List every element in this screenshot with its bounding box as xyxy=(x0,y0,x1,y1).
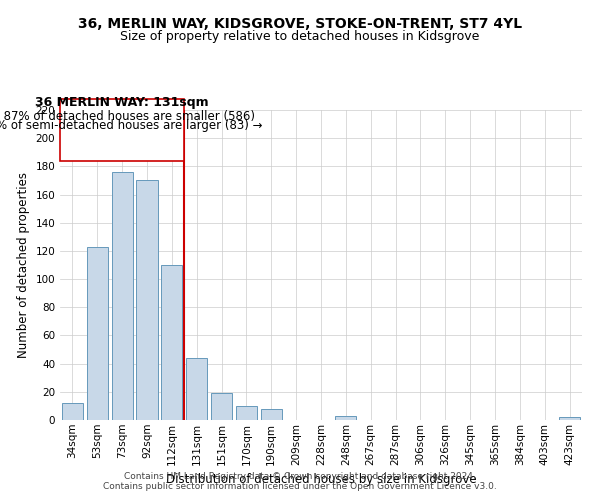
Text: Contains public sector information licensed under the Open Government Licence v3: Contains public sector information licen… xyxy=(103,482,497,491)
Bar xyxy=(87,246,108,420)
Bar xyxy=(559,417,580,420)
Bar xyxy=(211,393,232,420)
Bar xyxy=(161,265,182,420)
Text: Size of property relative to detached houses in Kidsgrove: Size of property relative to detached ho… xyxy=(121,30,479,43)
Bar xyxy=(186,358,207,420)
Text: 36 MERLIN WAY: 131sqm: 36 MERLIN WAY: 131sqm xyxy=(35,96,209,109)
X-axis label: Distribution of detached houses by size in Kidsgrove: Distribution of detached houses by size … xyxy=(166,473,476,486)
Bar xyxy=(335,416,356,420)
Text: 36, MERLIN WAY, KIDSGROVE, STOKE-ON-TRENT, ST7 4YL: 36, MERLIN WAY, KIDSGROVE, STOKE-ON-TREN… xyxy=(78,18,522,32)
Bar xyxy=(236,406,257,420)
Y-axis label: Number of detached properties: Number of detached properties xyxy=(17,172,30,358)
Bar xyxy=(60,99,184,160)
Bar xyxy=(261,408,282,420)
Bar xyxy=(62,403,83,420)
Bar xyxy=(112,172,133,420)
Text: ← 87% of detached houses are smaller (586): ← 87% of detached houses are smaller (58… xyxy=(0,110,254,122)
Text: Contains HM Land Registry data © Crown copyright and database right 2024.: Contains HM Land Registry data © Crown c… xyxy=(124,472,476,481)
Text: 12% of semi-detached houses are larger (83) →: 12% of semi-detached houses are larger (… xyxy=(0,119,263,132)
Bar xyxy=(136,180,158,420)
